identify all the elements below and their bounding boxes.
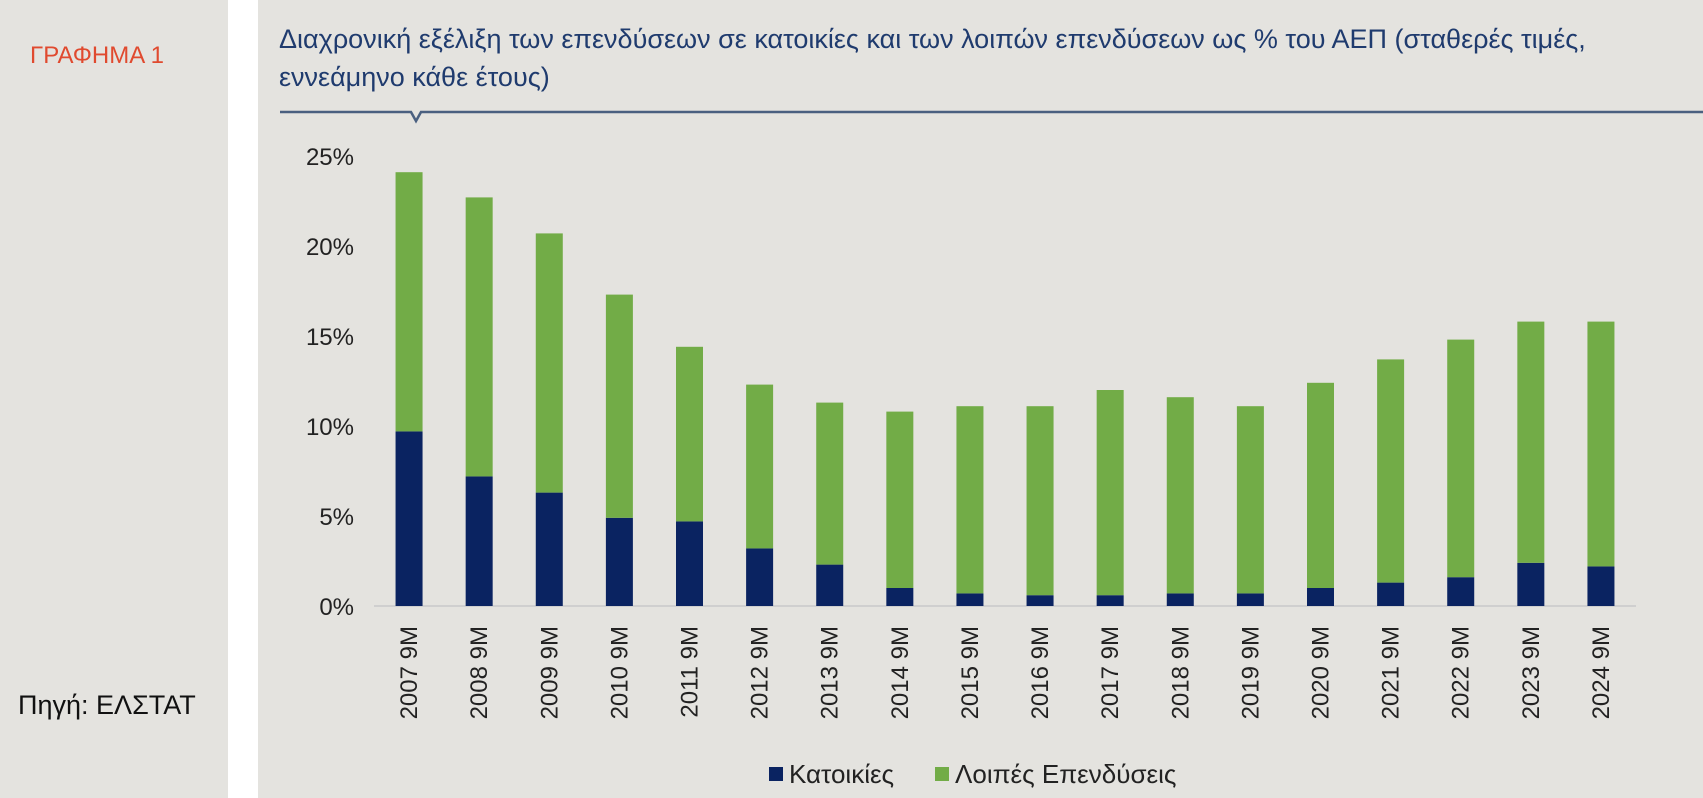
chart-area: 0%5%10%15%20%25% 2007 9M 2008 9M 2009 9M 20… xyxy=(280,110,1703,789)
bar-housing xyxy=(1587,566,1615,606)
bar-housing xyxy=(535,492,563,606)
bar-other-investment xyxy=(1026,406,1054,596)
bar-other-investment xyxy=(1447,339,1475,578)
legend-swatch-other xyxy=(935,767,949,781)
x-tick-label: 2009 9M xyxy=(536,626,563,719)
x-tick-label: 2015 9M xyxy=(957,626,984,719)
bar-other-investment xyxy=(1587,321,1615,567)
bar-housing xyxy=(1026,595,1054,606)
bar-other-investment xyxy=(465,197,493,477)
y-tick-label: 5% xyxy=(319,504,354,531)
bar-other-investment xyxy=(1517,321,1545,563)
bars xyxy=(395,172,1615,606)
y-tick-label: 10% xyxy=(306,414,354,441)
x-tick-label: 2012 9M xyxy=(747,626,774,719)
chart-title: Διαχρονική εξέλιξη των επενδύσεων σε κατ… xyxy=(279,24,1586,92)
y-axis: 0% 5% 10% 15% 20% 25% xyxy=(306,144,1636,621)
source-note: Πηγή: ΕΛΣΤΑΤ xyxy=(18,690,196,720)
bar-other-investment xyxy=(1166,397,1194,594)
x-tick-label: 2020 9M xyxy=(1308,626,1335,719)
x-tick-label: 2017 9M xyxy=(1097,626,1124,719)
bar-other-investment xyxy=(956,406,984,594)
x-tick-label: 2013 9M xyxy=(817,626,844,719)
x-tick-label: 2008 9M xyxy=(466,626,493,719)
bar-housing xyxy=(1517,562,1545,606)
x-tick-label: 2014 9M xyxy=(887,626,914,719)
bar-other-investment xyxy=(816,402,844,565)
bar-other-investment xyxy=(535,233,563,493)
bar-housing xyxy=(676,521,703,606)
legend-label-housing: Κατοικίες xyxy=(789,759,894,789)
chart-number-label: ΓΡΑΦΗΜΑ 1 xyxy=(30,42,164,69)
x-tick-label: 2018 9M xyxy=(1167,626,1194,719)
x-tick-label: 2011 9M xyxy=(677,626,704,718)
bar-other-investment xyxy=(676,346,703,522)
y-tick-label: 20% xyxy=(306,234,354,261)
bar-housing xyxy=(1307,588,1334,606)
bar-housing xyxy=(605,517,633,606)
bar-housing xyxy=(1166,593,1194,606)
y-tick-label: 0% xyxy=(319,594,354,621)
bar-housing xyxy=(465,476,493,606)
bar-housing xyxy=(956,593,984,606)
legend-swatch-housing xyxy=(769,767,783,781)
bar-other-investment xyxy=(1307,382,1334,588)
x-axis: 2007 9M 2008 9M 2009 9M 2010 9M 2011 9M 2012 … xyxy=(396,626,1615,719)
bar-housing xyxy=(1447,577,1475,606)
y-tick-label: 25% xyxy=(306,144,354,171)
bar-other-investment xyxy=(605,294,633,518)
bar-other-investment xyxy=(886,411,914,588)
left-panel: ΓΡΑΦΗΜΑ 1 Πηγή: ΕΛΣΤΑΤ xyxy=(0,0,228,798)
x-tick-label: 2021 9M xyxy=(1378,626,1405,719)
bar-housing xyxy=(816,564,844,606)
bar-other-investment xyxy=(746,384,774,549)
bar-housing xyxy=(1236,593,1264,606)
bar-housing xyxy=(1096,595,1124,606)
bar-housing xyxy=(746,548,774,606)
x-tick-label: 2010 9M xyxy=(606,626,633,719)
bar-other-investment xyxy=(395,172,423,432)
x-tick-label: 2019 9M xyxy=(1237,626,1264,719)
y-tick-label: 15% xyxy=(306,324,354,351)
legend: Κατοικίες Λοιπές Επενδύσεις xyxy=(769,759,1176,789)
divider-strip xyxy=(228,0,258,798)
x-tick-label: 2007 9M xyxy=(396,626,423,719)
bar-other-investment xyxy=(1096,390,1124,596)
bar-other-investment xyxy=(1377,359,1405,583)
x-tick-label: 2023 9M xyxy=(1518,626,1545,719)
bar-housing xyxy=(1377,582,1405,606)
x-tick-label: 2024 9M xyxy=(1588,626,1615,719)
x-tick-label: 2016 9M xyxy=(1027,626,1054,719)
bar-housing xyxy=(886,588,914,606)
legend-label-other: Λοιπές Επενδύσεις xyxy=(955,759,1176,789)
title-underline xyxy=(280,110,1703,124)
x-tick-label: 2022 9M xyxy=(1448,626,1475,719)
bar-housing xyxy=(395,431,423,606)
bar-other-investment xyxy=(1236,406,1264,594)
